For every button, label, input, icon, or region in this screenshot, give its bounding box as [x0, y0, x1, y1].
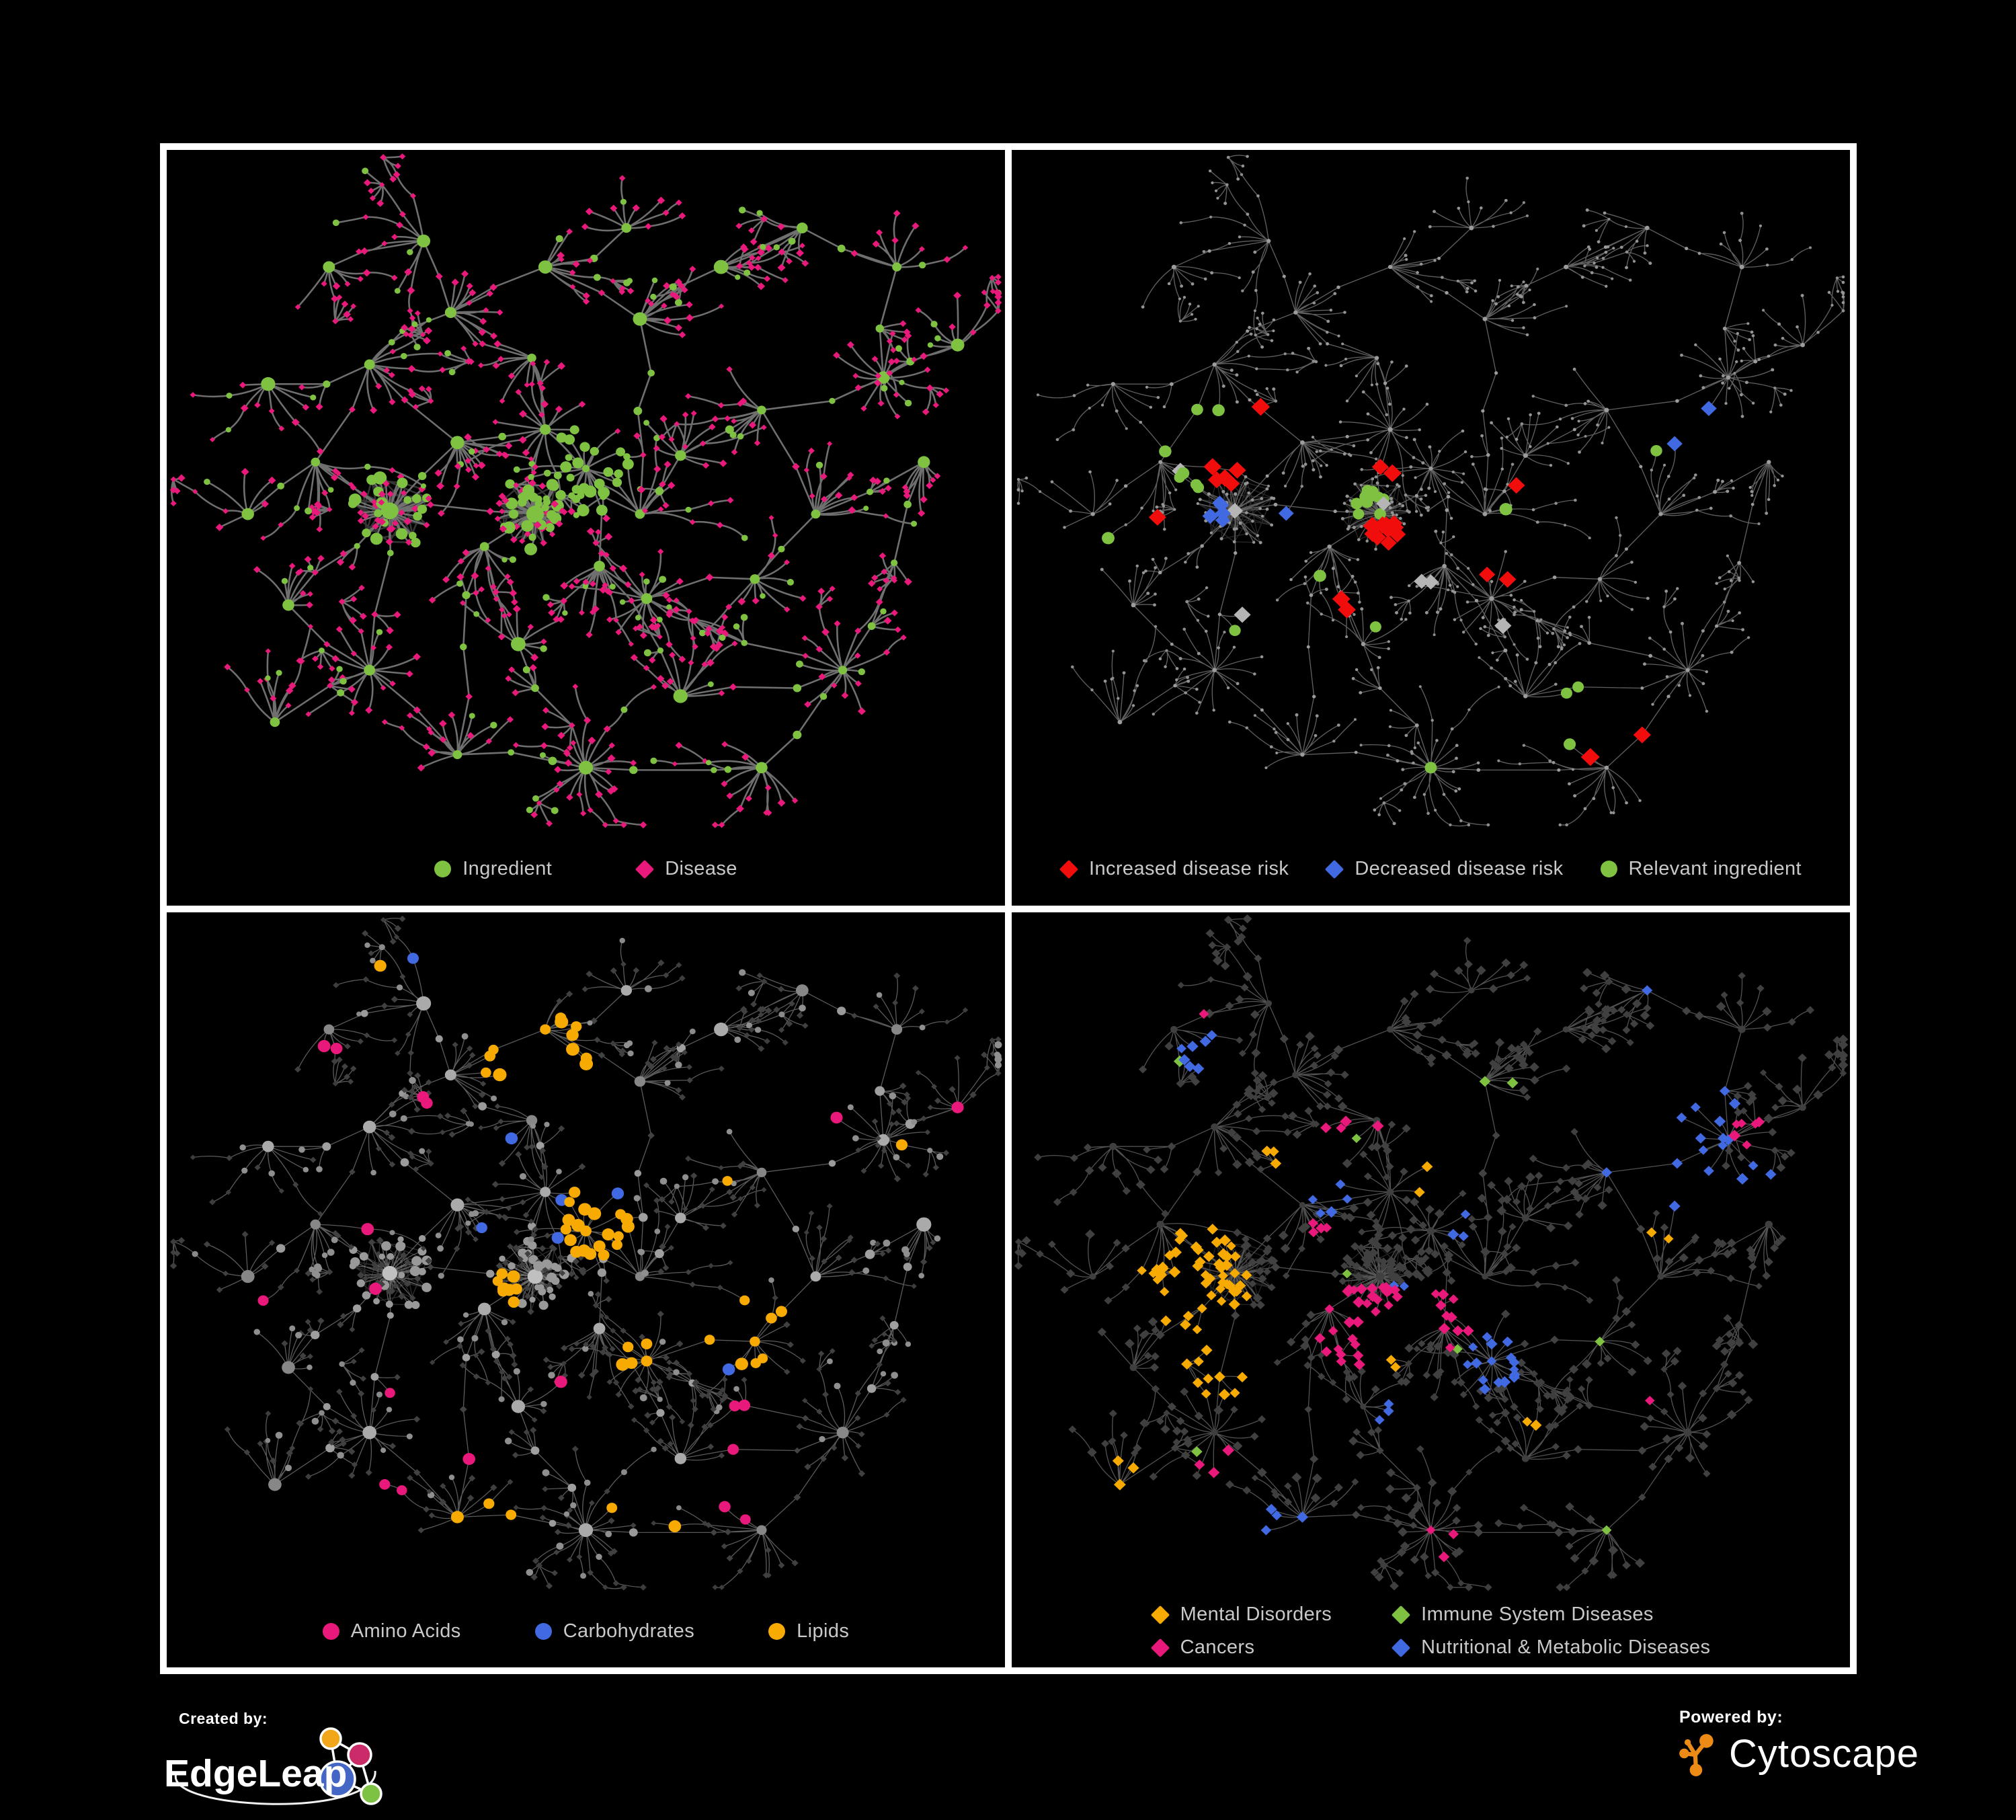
- diamond-marker-icon: [635, 859, 655, 879]
- legend-label: Disease: [665, 858, 737, 879]
- legend-label: Carbohydrates: [563, 1620, 695, 1642]
- diamond-marker-icon: [1059, 859, 1079, 879]
- panel-ingredient-disease: Ingredient Disease: [167, 150, 1005, 906]
- diamond-marker-icon: [1150, 1638, 1170, 1657]
- legend-ingredient-disease: Ingredient Disease: [167, 833, 1005, 906]
- network-canvas-disease-classes: [1014, 914, 1849, 1591]
- cytoscape-wordmark: Cytoscape: [1729, 1732, 1920, 1776]
- network-canvas-nutrient-classes: [169, 915, 1002, 1591]
- edgeleap-logo-icon: [319, 1727, 382, 1805]
- panel-disease-risk: Increased disease risk Decreased disease …: [1012, 150, 1850, 906]
- circle-marker-icon: [1600, 861, 1617, 877]
- legend-item-disease-risk-0: Increased disease risk: [1059, 858, 1289, 880]
- legend-item-disease-classes-2: Cancers: [1150, 1636, 1332, 1659]
- legend-item-nutrient-classes-0: Amino Acids: [322, 1620, 461, 1643]
- network-canvas-disease-risk: [1016, 155, 1845, 827]
- circle-marker-icon: [322, 1622, 339, 1640]
- legend-item-disease-risk-1: Decreased disease risk: [1325, 858, 1564, 880]
- network-canvas-ingredient-disease: [169, 153, 1002, 829]
- legend-label: Lipids: [797, 1620, 850, 1642]
- panel-grid: Ingredient Disease Increased disease risk…: [160, 143, 1857, 1674]
- legend-item-disease-classes-3: Nutritional & Metabolic Diseases: [1392, 1636, 1710, 1659]
- legend-label: Increased disease risk: [1088, 858, 1289, 879]
- legend-item-disease-classes-0: Mental Disorders: [1150, 1604, 1332, 1626]
- legend-label: Cancers: [1180, 1636, 1255, 1658]
- created-by-label: Created by:: [179, 1710, 268, 1727]
- legend-item-disease-risk-2: Relevant ingredient: [1600, 858, 1802, 880]
- diamond-marker-icon: [1325, 859, 1344, 879]
- circle-marker-icon: [434, 861, 452, 877]
- cytoscape-logo-icon: [1679, 1733, 1713, 1776]
- panel-nutrient-classes: Amino Acids Carbohydrates Lipids: [167, 912, 1005, 1667]
- legend-disease-risk: Increased disease risk Decreased disease …: [1012, 833, 1850, 906]
- legend-item-nutrient-classes-1: Carbohydrates: [534, 1620, 695, 1643]
- legend-label: Immune System Diseases: [1421, 1604, 1654, 1625]
- diamond-marker-icon: [1392, 1605, 1411, 1624]
- legend-item-disease-classes-1: Immune System Diseases: [1392, 1604, 1710, 1626]
- circle-marker-icon: [534, 1622, 552, 1640]
- legend-label: Mental Disorders: [1180, 1604, 1332, 1625]
- diamond-marker-icon: [1150, 1605, 1170, 1624]
- panel-disease-classes: Mental Disorders Immune System Diseases Ca…: [1012, 912, 1850, 1667]
- legend-label: Decreased disease risk: [1355, 858, 1564, 879]
- legend-label: Amino Acids: [350, 1620, 461, 1642]
- legend-label: Ingredient: [462, 858, 553, 879]
- circle-marker-icon: [768, 1622, 786, 1640]
- diamond-marker-icon: [1392, 1638, 1411, 1657]
- legend-disease-classes: Mental Disorders Immune System Diseases Ca…: [1012, 1595, 1850, 1667]
- legend-item-nutrient-classes-2: Lipids: [768, 1620, 849, 1643]
- powered-by-block: Powered by: Cytoscape: [1675, 1708, 1919, 1776]
- legend-item-ingredient-disease-1: Disease: [635, 858, 737, 880]
- edgeleap-wordmark: EdgeLeap: [164, 1752, 347, 1795]
- edgeleap-logo: EdgeLeap: [164, 1727, 382, 1805]
- legend-label: Relevant ingredient: [1628, 858, 1802, 879]
- legend-item-ingredient-disease-0: Ingredient: [434, 858, 552, 880]
- legend-nutrient-classes: Amino Acids Carbohydrates Lipids: [167, 1595, 1005, 1667]
- legend-label: Nutritional & Metabolic Diseases: [1421, 1636, 1711, 1658]
- created-by-block: Created by: EdgeLeap: [160, 1710, 392, 1809]
- powered-by-label: Powered by:: [1679, 1708, 1783, 1727]
